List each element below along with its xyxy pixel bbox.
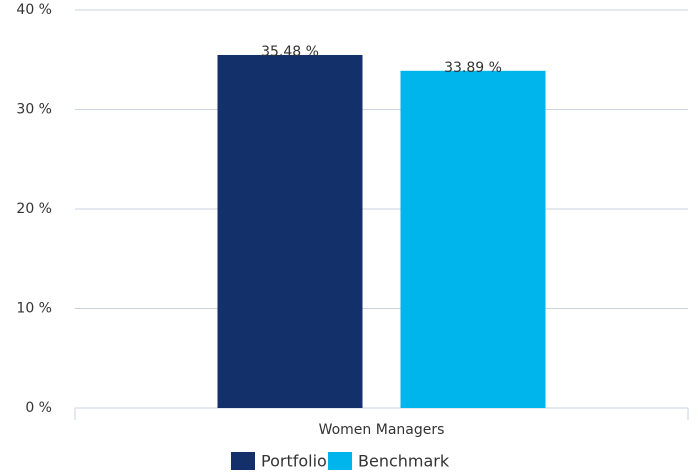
y-tick-label: 0 % [25,400,52,416]
x-tick-label: Women Managers [319,422,445,438]
y-tick-label: 40 % [16,2,52,18]
legend-label: Benchmark [358,452,450,471]
bar [217,54,363,408]
legend-label: Portfolio [261,452,327,471]
y-tick-label: 30 % [16,102,52,118]
legend-swatch [328,452,352,470]
y-tick-label: 10 % [16,301,52,317]
value-label: 35.48 % [261,44,319,60]
y-tick-label: 20 % [16,201,52,217]
bar [400,70,546,409]
value-label: 33.89 % [444,60,502,76]
legend-swatch [231,452,255,470]
